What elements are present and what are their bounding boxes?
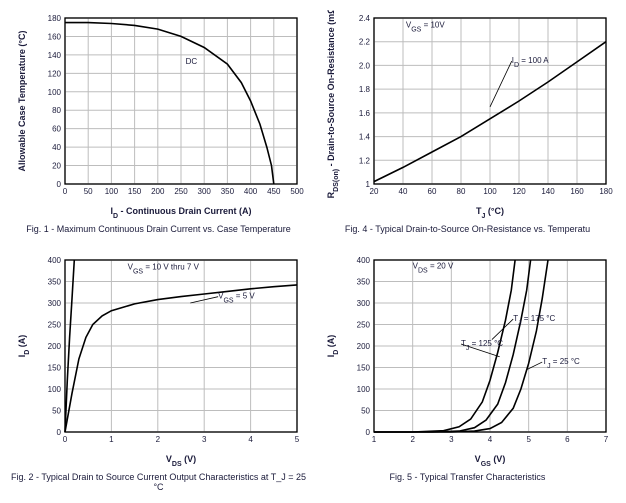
- svg-text:180: 180: [599, 187, 613, 196]
- svg-text:VDS = 20 V: VDS = 20 V: [412, 262, 453, 275]
- svg-text:60: 60: [427, 187, 436, 196]
- svg-text:5: 5: [526, 435, 531, 444]
- svg-text:400: 400: [243, 187, 257, 196]
- svg-text:6: 6: [565, 435, 570, 444]
- fig4-chart: 20 40 60 80 100 120 140 160 180 1 1.2 1.4 1.6 1.8 2.0 2…: [322, 10, 614, 220]
- svg-text:TJ (°C): TJ (°C): [476, 206, 504, 220]
- fig2-panel: 012345050100150200250300350400VDS (V)ID …: [10, 252, 307, 492]
- svg-text:4: 4: [487, 435, 492, 444]
- svg-text:200: 200: [151, 187, 165, 196]
- svg-text:1: 1: [365, 180, 370, 189]
- svg-text:0: 0: [62, 187, 67, 196]
- svg-text:VGS = 10 V thru 7 V: VGS = 10 V thru 7 V: [127, 262, 199, 275]
- svg-text:350: 350: [47, 278, 61, 287]
- fig5-panel: 1 2 3 4 5 6 7 0 50 100 150 200 250 300 350 400 VGS (V) ID…: [319, 252, 616, 492]
- svg-text:20: 20: [369, 187, 378, 196]
- svg-text:80: 80: [52, 106, 61, 115]
- svg-text:150: 150: [356, 364, 370, 373]
- svg-text:250: 250: [356, 321, 370, 330]
- svg-text:VGS = 10V: VGS = 10V: [405, 20, 444, 33]
- fig1-chart: 0 50 100 150 200 250 300 350 400 450 500 0 20 40 60 80 1…: [13, 10, 305, 220]
- svg-text:100: 100: [356, 385, 370, 394]
- svg-text:140: 140: [541, 187, 555, 196]
- svg-text:4: 4: [248, 435, 253, 444]
- svg-text:VGS (V): VGS (V): [474, 454, 505, 468]
- svg-text:Allowable Case Temperature (°C: Allowable Case Temperature (°C): [17, 31, 27, 172]
- svg-text:RDS(on) - Drain-to-Source On-R: RDS(on) - Drain-to-Source On-Resistance …: [326, 10, 340, 198]
- svg-text:450: 450: [267, 187, 281, 196]
- svg-text:DC: DC: [185, 57, 197, 66]
- fig1-caption: Fig. 1 - Maximum Continuous Drain Curren…: [26, 224, 290, 234]
- svg-text:300: 300: [197, 187, 211, 196]
- svg-text:VGS = 5 V: VGS = 5 V: [218, 292, 255, 305]
- fig2-caption: Fig. 2 - Typical Drain to Source Current…: [10, 472, 307, 492]
- svg-text:160: 160: [47, 32, 61, 41]
- svg-text:2: 2: [410, 435, 415, 444]
- svg-text:200: 200: [47, 342, 61, 351]
- svg-text:0: 0: [56, 180, 61, 189]
- svg-text:120: 120: [47, 69, 61, 78]
- svg-text:0: 0: [56, 428, 61, 437]
- svg-text:1.6: 1.6: [358, 109, 370, 118]
- fig4-panel: 20 40 60 80 100 120 140 160 180 1 1.2 1.4 1.6 1.8 2.0 2…: [319, 10, 616, 234]
- svg-text:100: 100: [104, 187, 118, 196]
- fig1-panel: 0 50 100 150 200 250 300 350 400 450 500 0 20 40 60 80 1…: [10, 10, 307, 234]
- svg-text:3: 3: [449, 435, 454, 444]
- svg-text:60: 60: [52, 125, 61, 134]
- svg-text:2: 2: [155, 435, 160, 444]
- svg-text:50: 50: [83, 187, 92, 196]
- svg-text:5: 5: [294, 435, 299, 444]
- svg-text:160: 160: [570, 187, 584, 196]
- svg-text:0: 0: [62, 435, 67, 444]
- svg-text:1: 1: [371, 435, 376, 444]
- svg-text:400: 400: [47, 256, 61, 265]
- svg-text:TJ = 125 °C: TJ = 125 °C: [461, 339, 503, 352]
- svg-text:350: 350: [220, 187, 234, 196]
- svg-text:ID (A): ID (A): [326, 335, 340, 358]
- svg-text:1.8: 1.8: [358, 85, 370, 94]
- svg-text:350: 350: [356, 278, 370, 287]
- svg-text:140: 140: [47, 51, 61, 60]
- svg-text:50: 50: [361, 407, 370, 416]
- charts-grid: 0501001502002503003504004505000204060801…: [10, 10, 616, 492]
- svg-text:1.4: 1.4: [358, 133, 370, 142]
- svg-text:VDS (V): VDS (V): [165, 454, 195, 468]
- svg-text:2.4: 2.4: [358, 14, 370, 23]
- svg-text:150: 150: [127, 187, 141, 196]
- svg-text:ID (A): ID (A): [17, 335, 31, 358]
- svg-text:3: 3: [201, 435, 206, 444]
- svg-text:ID = 100 A: ID = 100 A: [511, 56, 549, 69]
- svg-text:80: 80: [456, 187, 465, 196]
- svg-text:0: 0: [365, 428, 370, 437]
- fig2-chart: 012345050100150200250300350400VDS (V)ID …: [13, 252, 305, 468]
- fig4-caption: Fig. 4 - Typical Drain-to-Source On-Resi…: [345, 224, 590, 234]
- svg-text:100: 100: [47, 88, 61, 97]
- svg-text:ID - Continuous Drain Current: ID - Continuous Drain Current (A): [110, 206, 251, 220]
- svg-text:250: 250: [47, 321, 61, 330]
- svg-text:300: 300: [356, 299, 370, 308]
- svg-text:300: 300: [47, 299, 61, 308]
- svg-text:250: 250: [174, 187, 188, 196]
- svg-text:500: 500: [290, 187, 304, 196]
- svg-text:40: 40: [398, 187, 407, 196]
- svg-text:120: 120: [512, 187, 526, 196]
- svg-text:1: 1: [109, 435, 114, 444]
- fig5-chart: 1 2 3 4 5 6 7 0 50 100 150 200 250 300 350 400 VGS (V) ID…: [322, 252, 614, 468]
- svg-text:150: 150: [47, 364, 61, 373]
- svg-text:50: 50: [52, 407, 61, 416]
- svg-text:2.0: 2.0: [358, 61, 370, 70]
- svg-text:40: 40: [52, 143, 61, 152]
- svg-text:100: 100: [483, 187, 497, 196]
- svg-text:20: 20: [52, 162, 61, 171]
- fig5-caption: Fig. 5 - Typical Transfer Characteristic…: [390, 472, 546, 482]
- svg-text:2.2: 2.2: [358, 38, 370, 47]
- svg-text:200: 200: [356, 342, 370, 351]
- svg-text:400: 400: [356, 256, 370, 265]
- svg-text:1.2: 1.2: [358, 156, 370, 165]
- svg-text:180: 180: [47, 14, 61, 23]
- svg-text:7: 7: [603, 435, 608, 444]
- svg-text:100: 100: [47, 385, 61, 394]
